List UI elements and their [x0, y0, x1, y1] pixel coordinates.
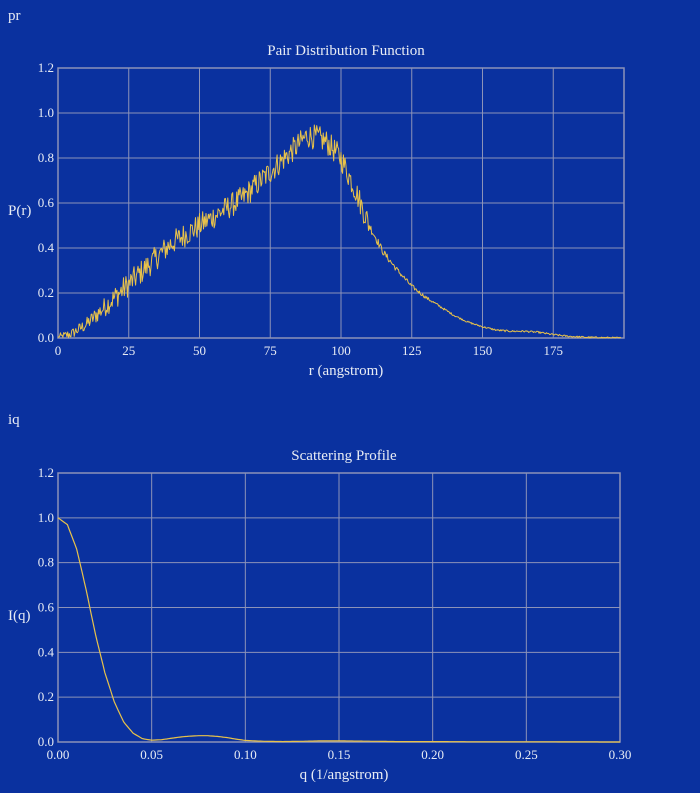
chart-title: Scattering Profile — [291, 448, 397, 464]
chart-title: Pair Distribution Function — [267, 43, 425, 59]
x-tick-label: 0.25 — [515, 747, 538, 762]
y-tick-label: 1.2 — [38, 60, 54, 75]
y-tick-label: 0.0 — [38, 330, 54, 345]
plot-frame — [57, 472, 621, 743]
x-tick-label: 0.20 — [421, 747, 444, 762]
y-tick-label: 1.0 — [38, 510, 54, 525]
x-tick-label: 75 — [264, 343, 277, 358]
scattering-profile-chart: 0.00 0.05 0.10 0.15 0.20 0.25 0.30 0.0 0.2 0.4 0.6… — [8, 448, 632, 783]
y-axis-label: P(r) — [8, 203, 31, 219]
plot-frame — [57, 67, 625, 339]
x-tick-label: 175 — [544, 343, 564, 358]
y-tick-label: 0.6 — [38, 600, 55, 615]
x-tick-label: 150 — [473, 343, 493, 358]
y-tick-label: 0.6 — [38, 195, 55, 210]
series-line — [57, 124, 622, 339]
iq-panel-label: iq — [8, 412, 20, 428]
x-tick-label: 50 — [193, 343, 206, 358]
x-tick-label: 0.00 — [47, 747, 70, 762]
y-tick-label: 0.8 — [38, 555, 54, 570]
x-axis-label: q (1/angstrom) — [300, 767, 389, 783]
x-axis-label: r (angstrom) — [309, 363, 384, 379]
y-tick-label: 0.2 — [38, 689, 54, 704]
y-tick-label: 1.0 — [38, 105, 54, 120]
x-tick-label: 0.05 — [140, 747, 163, 762]
y-tick-label: 1.2 — [38, 465, 54, 480]
y-tick-label: 0.4 — [38, 644, 55, 659]
x-tick-label: 0.10 — [234, 747, 257, 762]
y-tick-label: 0.4 — [38, 240, 55, 255]
pr-panel-label: pr — [8, 8, 21, 24]
series-line — [57, 517, 620, 743]
x-tick-label: 25 — [122, 343, 135, 358]
x-tick-label: 100 — [331, 343, 351, 358]
y-axis-label: I(q) — [8, 608, 31, 624]
x-tick-label: 0.15 — [328, 747, 351, 762]
y-tick-label: 0.0 — [38, 734, 54, 749]
x-tick-label: 0 — [55, 343, 62, 358]
y-tick-label: 0.2 — [38, 285, 54, 300]
pair-distribution-chart: 0 25 50 75 100 125 150 175 0.0 0.2 0.4 0.6 0.8 1.0 1.2… — [8, 43, 625, 379]
y-tick-label: 0.8 — [38, 150, 54, 165]
x-tick-label: 0.30 — [609, 747, 632, 762]
x-tick-label: 125 — [402, 343, 422, 358]
